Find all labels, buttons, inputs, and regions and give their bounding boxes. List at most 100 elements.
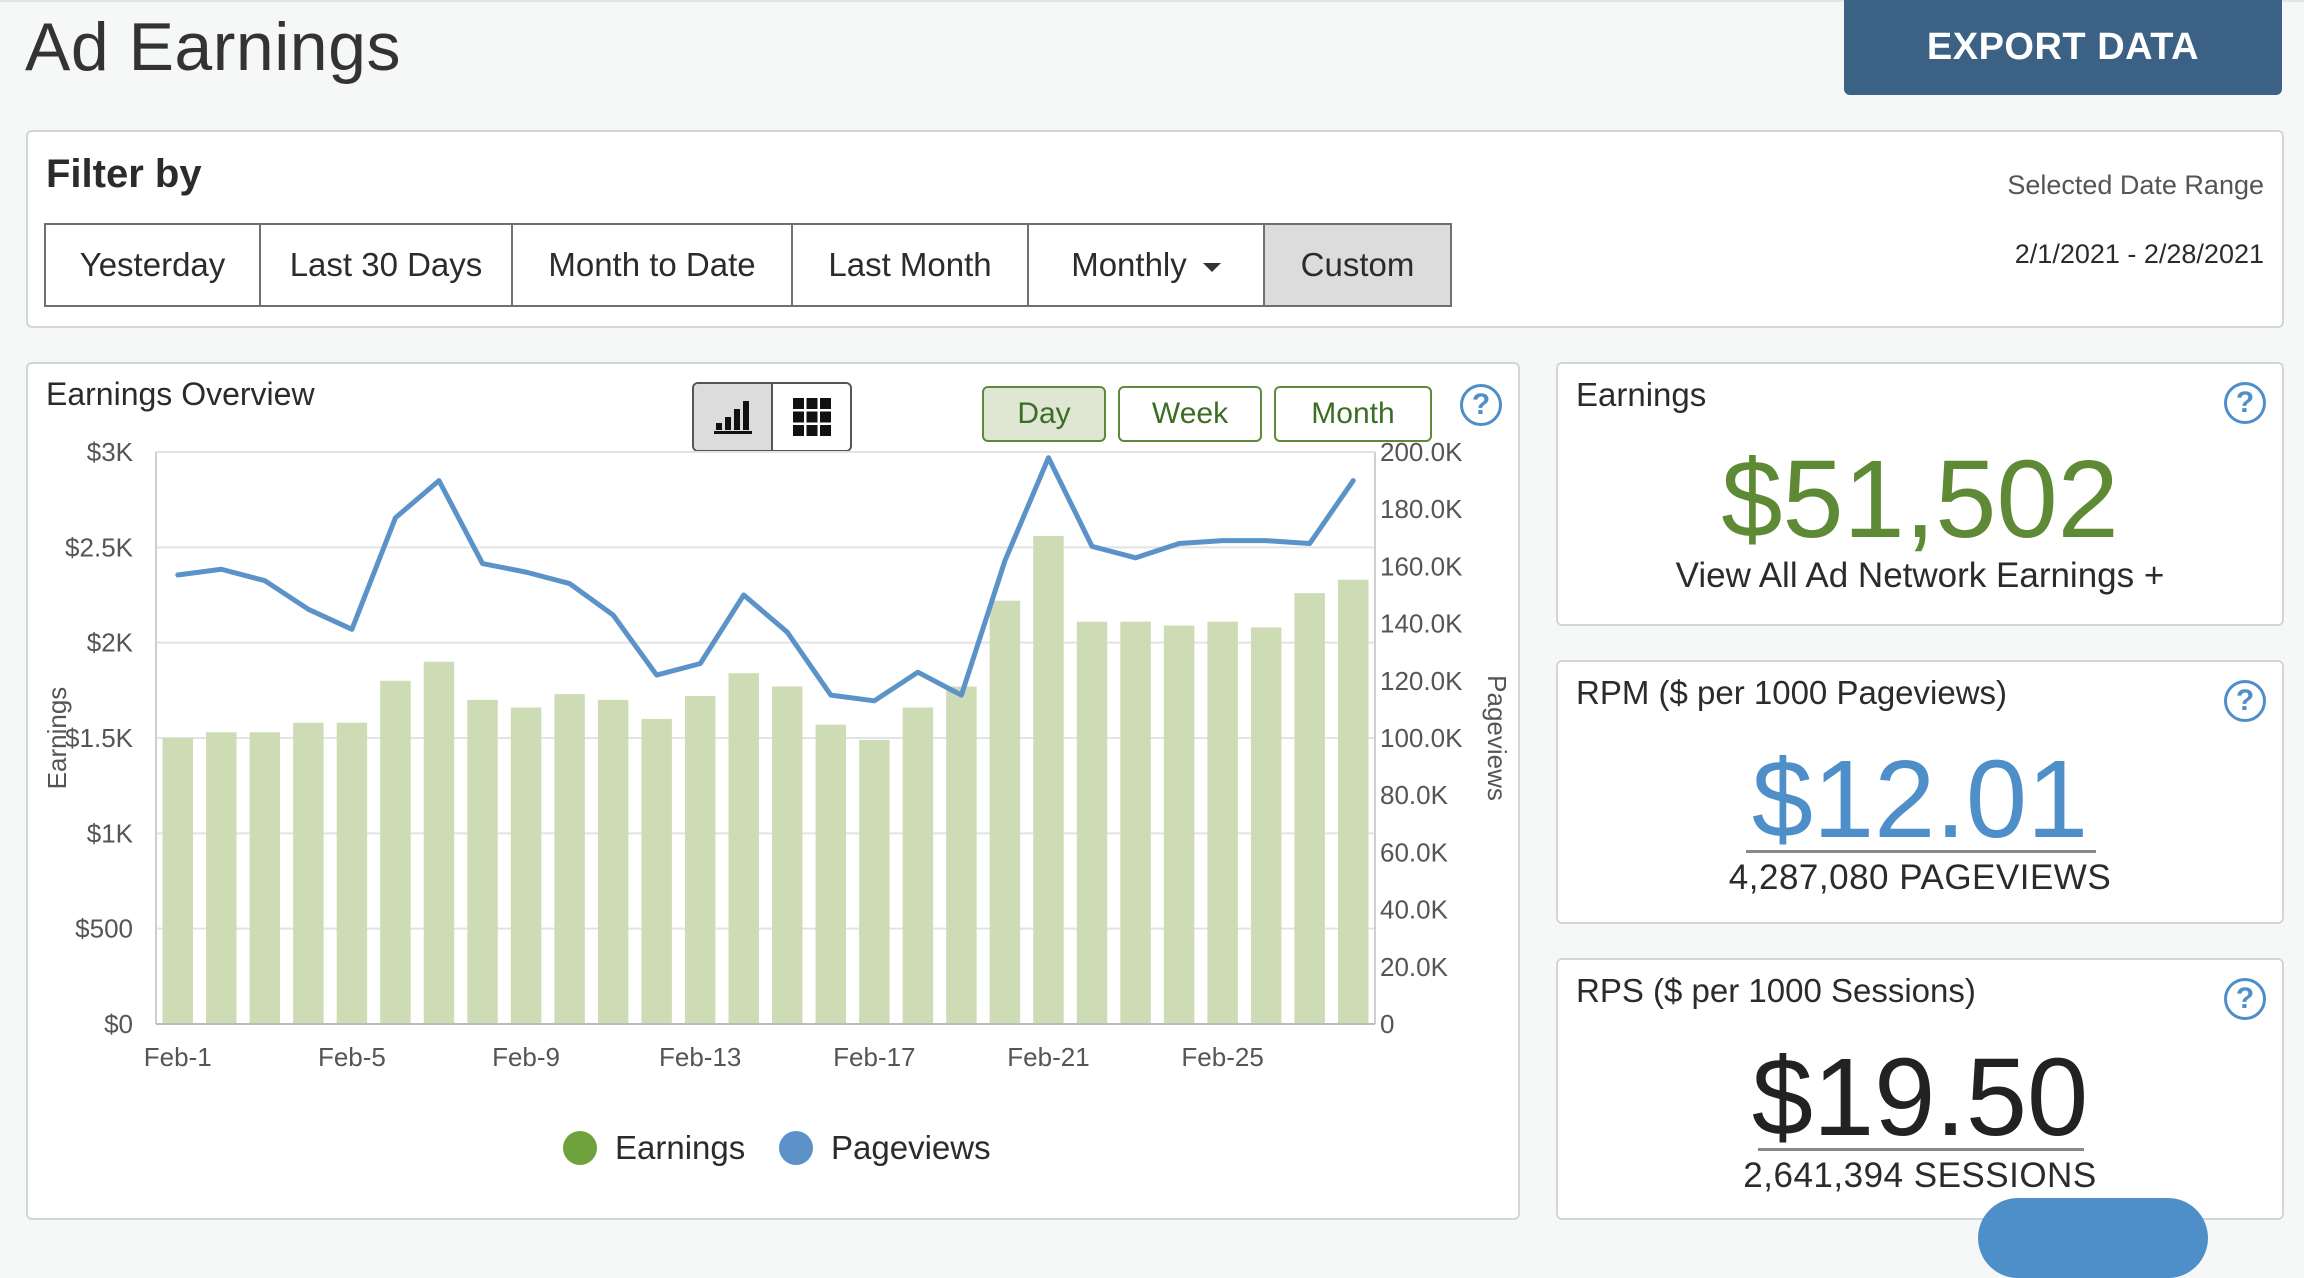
rpm-underline bbox=[1746, 850, 2096, 853]
y-tick-label: $1.5K bbox=[65, 723, 134, 753]
earnings-bar bbox=[902, 707, 934, 1024]
rps-underline bbox=[1758, 1148, 2084, 1151]
help-icon[interactable]: ? bbox=[2224, 382, 2266, 424]
earnings-bar bbox=[423, 661, 455, 1024]
earnings-bar bbox=[684, 696, 716, 1024]
rps-card-title: RPS ($ per 1000 Sessions) bbox=[1576, 972, 1976, 1009]
earnings-bar bbox=[772, 686, 803, 1024]
y2-axis-title: Pageviews bbox=[1482, 675, 1512, 801]
period-day-button[interactable]: Day bbox=[982, 386, 1106, 442]
rps-value: $19.50 bbox=[1751, 1036, 2089, 1159]
earnings-bar bbox=[1033, 535, 1064, 1024]
filter-title: Filter by bbox=[46, 152, 202, 196]
help-icon[interactable]: ? bbox=[1460, 384, 1502, 426]
grid-icon bbox=[792, 398, 831, 436]
sessions-total: 2,641,394 SESSIONS bbox=[1743, 1156, 2097, 1195]
earnings-bar bbox=[1337, 579, 1369, 1024]
legend-pageviews-label: Pageviews bbox=[831, 1129, 991, 1166]
earnings-card: Earnings ? $51,502 View All Ad Network E… bbox=[1556, 362, 2284, 626]
earnings-bar bbox=[989, 600, 1021, 1024]
legend-earnings-label: Earnings bbox=[615, 1129, 745, 1166]
earnings-bar bbox=[1120, 621, 1151, 1024]
earnings-bar bbox=[554, 694, 585, 1024]
y2-tick-label: 140.0K bbox=[1380, 609, 1463, 639]
y-tick-label: $3K bbox=[87, 437, 134, 467]
rps-card: RPS ($ per 1000 Sessions) ? $19.50 2,641… bbox=[1556, 958, 2284, 1220]
date-range-value: 2/1/2021 - 2/28/2021 bbox=[2014, 239, 2264, 269]
monthly-label: Monthly bbox=[1071, 246, 1187, 283]
rpm-value: $12.01 bbox=[1751, 738, 2089, 861]
filter-custom-button[interactable]: Custom bbox=[1265, 225, 1450, 305]
filter-month-to-date-button[interactable]: Month to Date bbox=[513, 225, 793, 305]
x-tick-label: Feb-13 bbox=[659, 1042, 741, 1072]
earnings-bar bbox=[293, 722, 324, 1024]
x-tick-label: Feb-21 bbox=[1007, 1042, 1089, 1072]
help-icon[interactable]: ? bbox=[2224, 978, 2266, 1020]
view-mode-toggle bbox=[692, 382, 852, 452]
help-icon[interactable]: ? bbox=[2224, 680, 2266, 722]
earnings-bar bbox=[859, 739, 890, 1024]
view-all-earnings-link[interactable]: View All Ad Network Earnings + bbox=[1675, 556, 2165, 595]
y2-tick-label: 200.0K bbox=[1380, 437, 1463, 467]
x-tick-label: Feb-5 bbox=[318, 1042, 386, 1072]
period-month-button[interactable]: Month bbox=[1274, 386, 1432, 442]
export-data-button[interactable]: EXPORT DATA bbox=[1844, 0, 2282, 95]
y2-tick-label: 120.0K bbox=[1380, 666, 1463, 696]
filter-monthly-dropdown[interactable]: Monthly bbox=[1029, 225, 1265, 305]
pageviews-line bbox=[175, 455, 1356, 704]
earnings-bar bbox=[380, 680, 411, 1024]
earnings-bar bbox=[162, 738, 194, 1024]
y2-tick-label: 20.0K bbox=[1380, 952, 1449, 982]
filter-panel: Filter by Yesterday Last 30 Days Month t… bbox=[26, 130, 2284, 328]
earnings-bar bbox=[641, 718, 672, 1024]
legend-pageviews-marker bbox=[779, 1131, 813, 1165]
earnings-bar bbox=[249, 732, 281, 1024]
y2-tick-label: 60.0K bbox=[1380, 837, 1449, 867]
filter-last-30-days-button[interactable]: Last 30 Days bbox=[261, 225, 513, 305]
y2-tick-label: 40.0K bbox=[1380, 895, 1449, 925]
earnings-bar bbox=[728, 673, 759, 1024]
page-title: Ad Earnings bbox=[25, 9, 401, 85]
chat-button[interactable] bbox=[1978, 1198, 2208, 1278]
legend-earnings-marker bbox=[563, 1131, 597, 1165]
y-tick-label: $2.5K bbox=[65, 532, 134, 562]
top-divider bbox=[0, 0, 2304, 2]
x-tick-label: Feb-1 bbox=[144, 1042, 212, 1072]
earnings-bar bbox=[597, 699, 629, 1024]
bar-chart-icon bbox=[713, 401, 752, 434]
date-range-label: Selected Date Range bbox=[2007, 170, 2264, 200]
earnings-bar bbox=[1207, 621, 1238, 1024]
earnings-bar bbox=[1250, 627, 1282, 1024]
rpm-card: RPM ($ per 1000 Pageviews) ? $12.01 4,28… bbox=[1556, 660, 2284, 924]
bar-chart-view-button[interactable] bbox=[694, 384, 773, 450]
y2-tick-label: 160.0K bbox=[1380, 551, 1463, 581]
x-tick-label: Feb-17 bbox=[833, 1042, 915, 1072]
rpm-card-title: RPM ($ per 1000 Pageviews) bbox=[1576, 674, 2008, 711]
earnings-bar bbox=[467, 699, 498, 1024]
earnings-bar bbox=[946, 686, 977, 1024]
earnings-bar bbox=[815, 724, 847, 1024]
period-week-button[interactable]: Week bbox=[1118, 386, 1262, 442]
x-tick-label: Feb-9 bbox=[492, 1042, 560, 1072]
date-filter-group: Yesterday Last 30 Days Month to Date Las… bbox=[44, 223, 1452, 307]
earnings-bar bbox=[206, 732, 237, 1024]
earnings-total-value: $51,502 bbox=[1721, 438, 2119, 561]
y-tick-label: $2K bbox=[87, 628, 134, 658]
pageviews-total: 4,287,080 PAGEVIEWS bbox=[1728, 858, 2112, 897]
grid-view-button[interactable] bbox=[773, 384, 850, 450]
earnings-bar bbox=[510, 707, 542, 1024]
earnings-bar bbox=[336, 722, 368, 1024]
filter-last-month-button[interactable]: Last Month bbox=[793, 225, 1029, 305]
filter-yesterday-button[interactable]: Yesterday bbox=[46, 225, 261, 305]
earnings-chart: $0 $500 $1K $1.5K $2K $2.5K $3K 0 20.0K 40.0K 60.0… bbox=[42, 437, 1512, 1166]
y2-tick-label: 180.0K bbox=[1380, 494, 1463, 524]
y-tick-label: $1K bbox=[87, 818, 134, 848]
earnings-bar bbox=[1076, 621, 1108, 1024]
x-tick-label: Feb-25 bbox=[1181, 1042, 1263, 1072]
chart-title: Earnings Overview bbox=[46, 376, 315, 412]
y2-tick-label: 100.0K bbox=[1380, 723, 1463, 753]
y-tick-label: $500 bbox=[75, 914, 133, 944]
earnings-bar bbox=[1294, 593, 1325, 1024]
earnings-card-title: Earnings bbox=[1576, 376, 1707, 413]
earnings-bar bbox=[1163, 625, 1195, 1024]
